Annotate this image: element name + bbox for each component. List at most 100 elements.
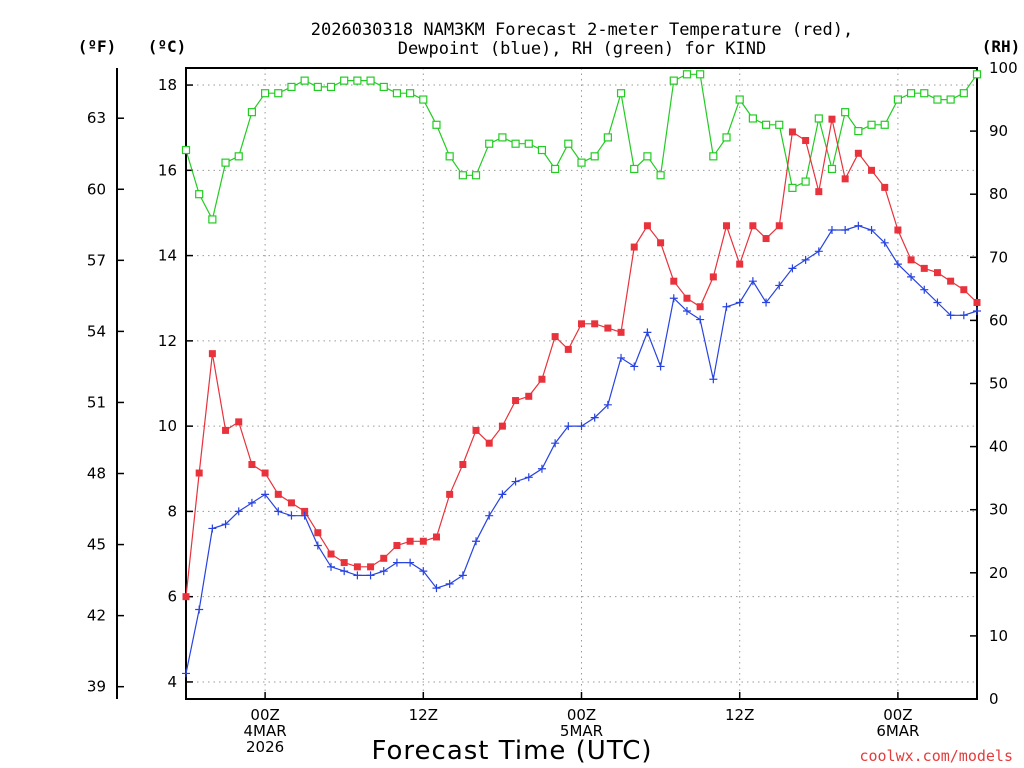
- temperature-point: [498, 422, 506, 430]
- dewpoint-point: [788, 264, 797, 273]
- rh-point: [511, 139, 520, 148]
- dewpoint-point: [432, 584, 441, 593]
- rh-point: [432, 120, 441, 129]
- dewpoint-point: [867, 226, 876, 235]
- dewpoint-point: [287, 511, 296, 520]
- tick-labels: 4 6 8 10 12 14 16 18 39 42 45 48 51 54 57 60 63 0 10 20 30 40…: [87, 59, 1018, 756]
- dewpoint-point: [537, 464, 546, 473]
- celsius-tick-label: 14: [158, 247, 177, 265]
- rh-point: [261, 89, 270, 98]
- temperature-point: [788, 128, 796, 136]
- dewpoint-point: [327, 562, 336, 571]
- temperature-point: [604, 324, 612, 332]
- celsius-tick-label: 6: [167, 588, 177, 606]
- temperature-point: [723, 222, 731, 230]
- temperature-point: [894, 226, 902, 234]
- temperature-point: [195, 469, 203, 477]
- dewpoint-point: [458, 571, 467, 580]
- rh-point: [735, 95, 744, 104]
- dewpoint-point: [748, 277, 757, 286]
- dewpoint-point: [735, 298, 744, 307]
- temperature-point: [960, 286, 968, 294]
- temperature-point: [947, 277, 955, 285]
- dewpoint-point: [630, 362, 639, 371]
- rh-point: [247, 108, 257, 117]
- dewpoint-point: [682, 307, 691, 316]
- rh-point: [893, 95, 903, 104]
- celsius-axis-unit: (ºC): [148, 37, 187, 56]
- dewpoint-point: [234, 507, 243, 516]
- dewpoint-point: [801, 255, 810, 264]
- rh-point: [920, 89, 929, 98]
- dewpoint-point: [762, 298, 771, 307]
- temperature-point: [762, 235, 770, 243]
- dewpoint-point: [406, 558, 415, 567]
- temperature-point: [578, 320, 585, 328]
- temperature-point: [419, 537, 427, 545]
- rh-point: [274, 89, 283, 98]
- rh-point: [630, 164, 639, 174]
- temperature-point: [841, 175, 849, 183]
- dewpoint-line: [185, 225, 978, 674]
- dewpoint-point: [182, 669, 190, 678]
- rh-point: [867, 120, 876, 129]
- temperature-point: [222, 426, 230, 434]
- dewpoint-point: [973, 307, 981, 316]
- rh-point: [933, 95, 942, 104]
- temperature-point: [248, 461, 256, 469]
- rh-point: [775, 120, 784, 129]
- dewpoint-point: [208, 524, 217, 533]
- rh-point: [854, 126, 863, 136]
- rh-point: [537, 145, 547, 155]
- temperature-point: [617, 328, 625, 336]
- chart-title-line-1: 2026030318 NAM3KM Forecast 2-meter Tempe…: [311, 20, 853, 40]
- fahrenheit-tick-label: 39: [87, 678, 106, 696]
- rh-point: [669, 76, 678, 85]
- plot-series: [181, 70, 982, 678]
- dewpoint-point: [564, 422, 573, 431]
- dewpoint-point: [511, 477, 520, 486]
- dewpoint-point: [920, 285, 929, 294]
- dewpoint-point: [498, 490, 507, 499]
- rh-point: [616, 89, 626, 98]
- rh-point: [788, 183, 797, 192]
- dewpoint-point: [445, 579, 454, 588]
- celsius-tick-label: 12: [158, 332, 177, 350]
- temperature-point: [459, 461, 467, 469]
- rh-point: [709, 152, 718, 161]
- dewpoint-point: [841, 226, 850, 235]
- temperature-point: [287, 499, 295, 507]
- temperature-point: [564, 345, 572, 353]
- rh-point: [313, 82, 322, 92]
- temperature-point: [327, 550, 335, 558]
- rh-point: [564, 139, 573, 148]
- rh-point: [722, 133, 731, 142]
- temperature-point: [538, 375, 546, 383]
- rh-point: [234, 152, 243, 161]
- dewpoint-point: [340, 567, 349, 576]
- temperature-point: [775, 222, 783, 230]
- x-tick-label: 5MAR: [560, 722, 603, 740]
- rh-point: [959, 89, 968, 98]
- rh-point: [287, 82, 296, 92]
- temperature-point: [301, 507, 309, 515]
- dewpoint-point: [643, 328, 652, 337]
- dewpoint-point: [419, 567, 428, 576]
- rh-point: [471, 171, 481, 180]
- temperature-point: [709, 273, 717, 281]
- rh-point: [406, 89, 415, 98]
- rh-point: [300, 76, 309, 85]
- rh-point: [656, 171, 665, 180]
- rh-tick-label: 80: [989, 185, 1008, 203]
- rh-point: [221, 158, 230, 167]
- rh-point: [392, 89, 402, 98]
- temperature-point: [485, 439, 493, 447]
- rh-point: [208, 215, 217, 224]
- rh-tick-label: 0: [989, 690, 999, 708]
- dewpoint-point: [577, 422, 586, 431]
- rh-point: [827, 164, 837, 174]
- rh-tick-label: 20: [989, 564, 1008, 582]
- chart-title-line-2: Dewpoint (blue), RH (green) for KIND: [398, 39, 766, 59]
- rh-point: [946, 95, 955, 104]
